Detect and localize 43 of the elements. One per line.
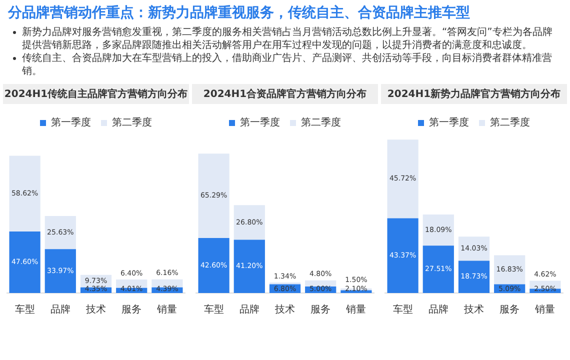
bar <box>494 255 526 284</box>
x-tick-label: 品牌 <box>428 304 448 316</box>
bar <box>234 240 265 293</box>
bar <box>422 246 454 293</box>
legend-label: 第一季度 <box>240 116 280 129</box>
x-tick-label: 服务 <box>310 304 331 316</box>
x-tick-label: 技术 <box>463 304 484 316</box>
bar <box>9 232 40 293</box>
x-tick-label: 服务 <box>500 304 520 316</box>
x-tick-label: 销量 <box>345 304 366 316</box>
legend-label: 第二季度 <box>490 116 530 129</box>
text: 传统自主、合资品牌加大在车型营销上的投入，借助商业广告片、产品测评、共创活动等手段，向目标消费者群体精准营销。 <box>22 52 553 78</box>
bar <box>152 279 183 288</box>
bar <box>458 260 490 293</box>
x-tick-label: 车型 <box>14 304 35 316</box>
x-tick-label: 销量 <box>534 304 556 316</box>
bar <box>44 249 76 293</box>
x-tick-label: 技术 <box>274 304 295 316</box>
bar <box>9 156 40 232</box>
text: 分品牌营销动作重点：新势力品牌重视服务，传统自主、合资品牌主推车型 <box>8 4 471 22</box>
chart-title: 2024H1新势力品牌官方营销方向分布 <box>381 84 567 104</box>
chart-title: 2024H1传统自主品牌官方营销方向分布 <box>3 84 189 104</box>
legend-label: 第一季度 <box>429 116 469 129</box>
bar <box>422 214 454 246</box>
x-tick-label: 品牌 <box>50 304 70 316</box>
bar <box>387 140 418 218</box>
text: 新势力品牌对服务营销愈发重视，第二季度的服务相关营销占当月营销活动总数比例上升显著。“答网友问”专栏为各品牌提供营销新思路，多家品牌跟随推出相关活动解答用户在用车过程中发现的问题，以提升消费者的满意度和忠诚度。 <box>22 26 554 52</box>
x-tick-label: 车型 <box>204 304 224 316</box>
x-tick-label: 服务 <box>122 304 142 316</box>
bar <box>387 218 418 293</box>
legend-label: 第一季度 <box>51 116 91 129</box>
x-tick-label: 车型 <box>392 304 413 316</box>
x-tick-label: 技术 <box>85 304 106 316</box>
bar <box>198 154 230 238</box>
chart-title: 2024H1合资品牌官方营销方向分布 <box>192 84 378 104</box>
x-tick-label: 品牌 <box>239 304 260 316</box>
legend-label: 第二季度 <box>112 116 152 129</box>
bar <box>305 280 336 287</box>
bar <box>234 205 265 240</box>
bar <box>198 238 230 293</box>
bar <box>44 216 76 250</box>
legend-label: 第二季度 <box>301 116 341 129</box>
x-tick-label: 销量 <box>156 304 178 316</box>
